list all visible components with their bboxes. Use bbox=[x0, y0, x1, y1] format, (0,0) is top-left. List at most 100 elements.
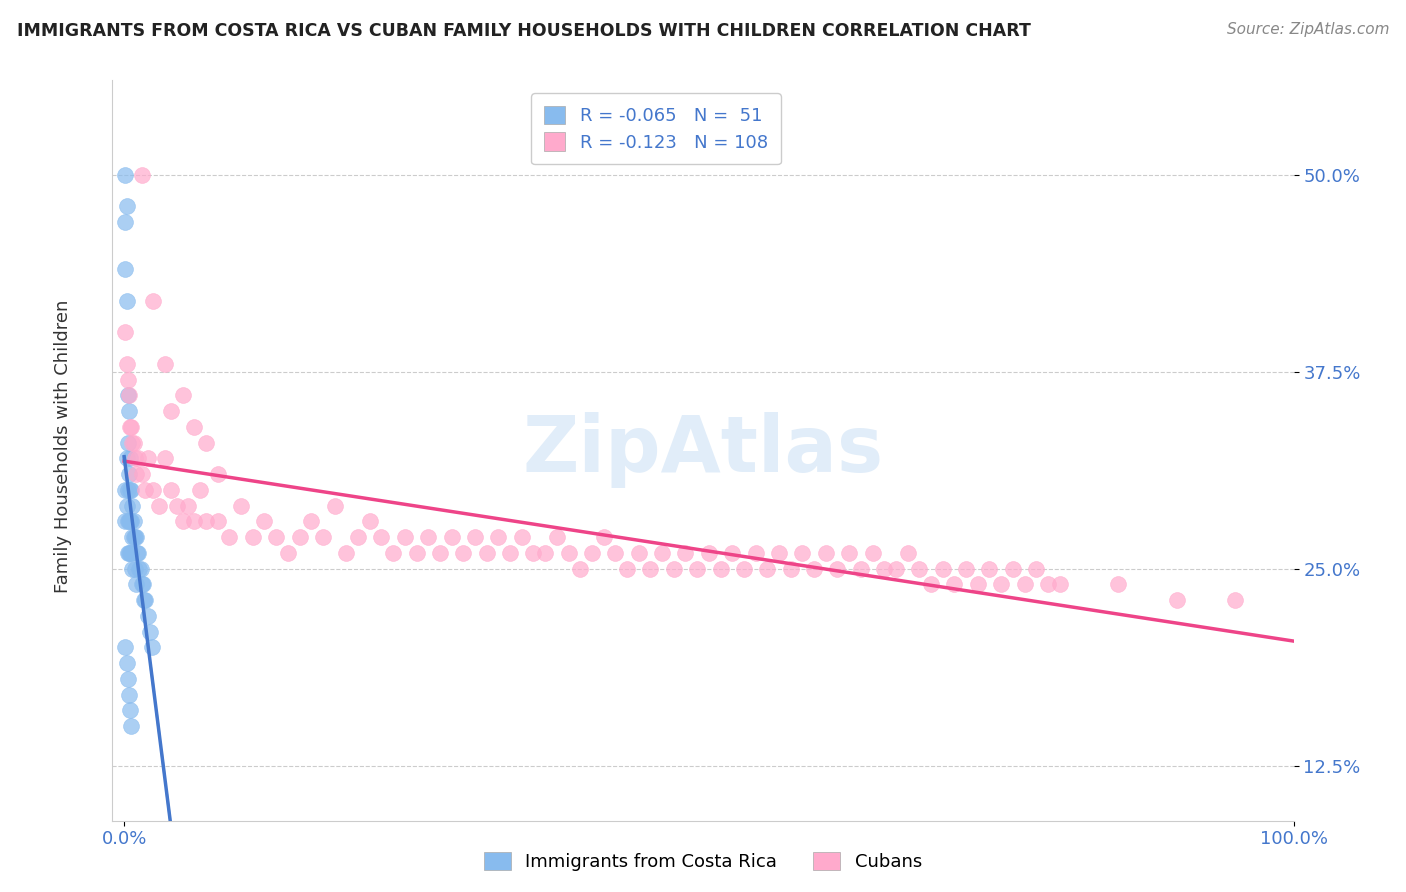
Point bbox=[827, 561, 849, 575]
Point bbox=[1025, 561, 1047, 575]
Point bbox=[118, 514, 141, 528]
Point bbox=[127, 451, 149, 466]
Point bbox=[440, 530, 463, 544]
Point bbox=[118, 404, 141, 418]
Point bbox=[114, 168, 136, 182]
Point bbox=[118, 420, 141, 434]
Point bbox=[117, 514, 139, 528]
Point bbox=[990, 577, 1012, 591]
Point bbox=[581, 546, 603, 560]
Point bbox=[121, 499, 143, 513]
Point bbox=[118, 388, 141, 402]
Point bbox=[464, 530, 486, 544]
Point bbox=[183, 420, 205, 434]
Point bbox=[429, 546, 451, 560]
Point bbox=[115, 199, 138, 213]
Point bbox=[148, 499, 170, 513]
Point bbox=[546, 530, 568, 544]
Point bbox=[117, 373, 139, 387]
Point bbox=[323, 499, 346, 513]
Point bbox=[129, 561, 152, 575]
Text: ZipAtlas: ZipAtlas bbox=[523, 412, 883, 489]
Point bbox=[207, 514, 229, 528]
Point bbox=[838, 546, 860, 560]
Point bbox=[943, 577, 966, 591]
Point bbox=[153, 451, 176, 466]
Point bbox=[118, 451, 141, 466]
Point bbox=[1107, 577, 1129, 591]
Point bbox=[229, 499, 252, 513]
Point bbox=[121, 435, 143, 450]
Point bbox=[733, 561, 755, 575]
Point bbox=[1036, 577, 1059, 591]
Point bbox=[1166, 593, 1188, 607]
Point bbox=[218, 530, 240, 544]
Point bbox=[779, 561, 801, 575]
Point bbox=[908, 561, 931, 575]
Point bbox=[160, 483, 183, 497]
Point bbox=[131, 168, 153, 182]
Point bbox=[172, 514, 194, 528]
Point bbox=[114, 483, 136, 497]
Point bbox=[177, 499, 200, 513]
Point bbox=[122, 530, 145, 544]
Point bbox=[979, 561, 1001, 575]
Point bbox=[117, 672, 139, 686]
Point bbox=[118, 546, 141, 560]
Point bbox=[166, 499, 188, 513]
Point bbox=[768, 546, 790, 560]
Point bbox=[134, 593, 156, 607]
Point bbox=[120, 514, 142, 528]
Point bbox=[117, 483, 139, 497]
Point bbox=[136, 608, 159, 623]
Point bbox=[121, 530, 143, 544]
Point bbox=[117, 435, 139, 450]
Point bbox=[142, 293, 165, 308]
Point bbox=[486, 530, 509, 544]
Point bbox=[195, 435, 218, 450]
Point bbox=[127, 546, 149, 560]
Point bbox=[592, 530, 614, 544]
Point bbox=[849, 561, 872, 575]
Point bbox=[118, 703, 141, 717]
Point bbox=[115, 499, 138, 513]
Point bbox=[1049, 577, 1071, 591]
Point bbox=[697, 546, 720, 560]
Point bbox=[277, 546, 299, 560]
Point bbox=[475, 546, 498, 560]
Point bbox=[117, 388, 139, 402]
Point bbox=[120, 420, 142, 434]
Point bbox=[124, 561, 146, 575]
Point bbox=[125, 467, 148, 481]
Text: Source: ZipAtlas.com: Source: ZipAtlas.com bbox=[1226, 22, 1389, 37]
Point bbox=[132, 593, 155, 607]
Point bbox=[884, 561, 907, 575]
Point bbox=[347, 530, 370, 544]
Point bbox=[114, 215, 136, 229]
Point bbox=[136, 451, 159, 466]
Point bbox=[966, 577, 988, 591]
Point bbox=[499, 546, 522, 560]
Point bbox=[115, 293, 138, 308]
Point bbox=[756, 561, 779, 575]
Point bbox=[299, 514, 322, 528]
Point bbox=[640, 561, 662, 575]
Point bbox=[124, 530, 146, 544]
Point bbox=[118, 483, 141, 497]
Point bbox=[122, 514, 145, 528]
Point bbox=[172, 388, 194, 402]
Point bbox=[1001, 561, 1024, 575]
Point bbox=[134, 483, 156, 497]
Point bbox=[382, 546, 405, 560]
Legend: R = -0.065   N =  51, R = -0.123   N = 108: R = -0.065 N = 51, R = -0.123 N = 108 bbox=[531, 93, 780, 164]
Point bbox=[131, 467, 153, 481]
Point bbox=[118, 467, 141, 481]
Point bbox=[153, 357, 176, 371]
Point bbox=[120, 483, 142, 497]
Point bbox=[114, 514, 136, 528]
Point bbox=[1223, 593, 1246, 607]
Point bbox=[370, 530, 392, 544]
Point bbox=[128, 561, 150, 575]
Point bbox=[955, 561, 977, 575]
Point bbox=[188, 483, 211, 497]
